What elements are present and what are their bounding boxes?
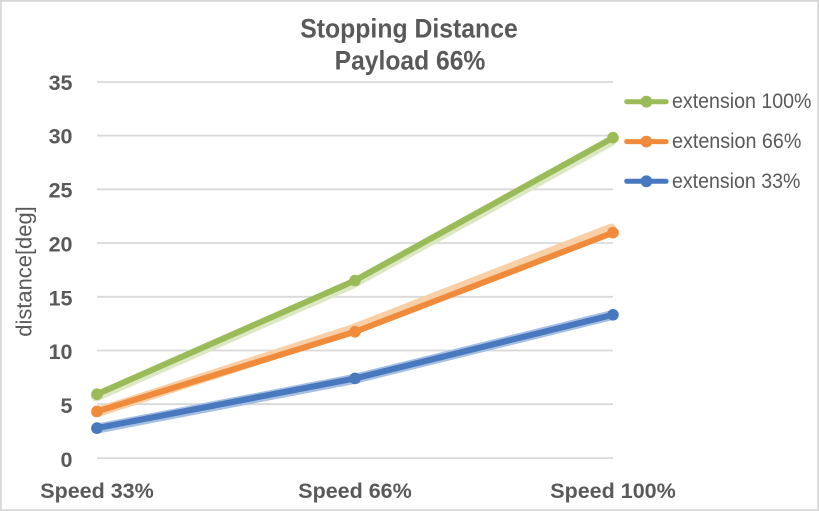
- svg-text:extension 66%: extension 66%: [672, 130, 801, 153]
- svg-text:Speed 33%: Speed 33%: [40, 479, 154, 503]
- svg-text:30: 30: [49, 125, 73, 149]
- svg-text:distance[deg]: distance[deg]: [12, 206, 37, 337]
- svg-text:0: 0: [61, 448, 73, 472]
- svg-text:extension 33%: extension 33%: [672, 170, 800, 193]
- svg-text:20: 20: [49, 232, 73, 256]
- svg-text:15: 15: [49, 286, 73, 310]
- svg-text:Speed 100%: Speed 100%: [550, 479, 675, 503]
- svg-text:10: 10: [49, 340, 73, 364]
- svg-text:5: 5: [61, 394, 73, 418]
- svg-text:35: 35: [49, 71, 73, 95]
- svg-text:extension 100%: extension 100%: [672, 90, 812, 113]
- svg-text:Stopping Distance: Stopping Distance: [300, 13, 518, 43]
- svg-text:Payload 66%: Payload 66%: [335, 45, 486, 75]
- svg-text:Speed 66%: Speed 66%: [298, 479, 412, 503]
- svg-text:25: 25: [49, 179, 73, 203]
